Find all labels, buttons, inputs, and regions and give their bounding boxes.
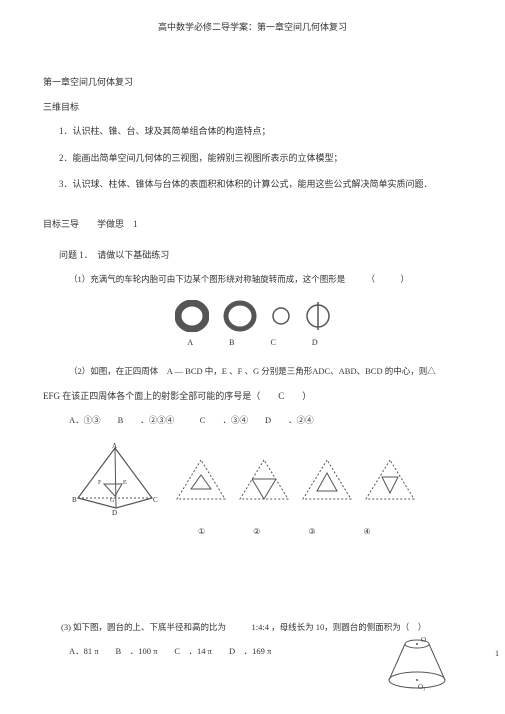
label-3: ③ (308, 527, 315, 536)
triangle-3-icon (299, 455, 355, 505)
svg-text:F: F (98, 480, 102, 486)
question-3: (3) 如下图，圆台的上、下底半径和高的比为 1:4:4 ，母线长为 10，则圆… (61, 621, 462, 633)
tire-icon-c (271, 300, 291, 332)
page-title: 高中数学必修二导学案：第一章空间几何体复习 (43, 20, 462, 33)
sandao-heading: 目标三导 学做思 1 (43, 217, 462, 230)
tire-figures (43, 300, 462, 332)
page-number: 1 (495, 649, 499, 658)
chapter-title: 第一章空间几何体复习 (43, 75, 462, 88)
tire-icon-b (223, 300, 257, 332)
tire-icon-d (305, 300, 331, 332)
triangle-labels: ① ② ③ ④ (198, 527, 462, 536)
triangle-2-icon (236, 455, 292, 505)
goals-heading: 三维目标 (43, 100, 462, 113)
tetrahedron-figure: A B C D F E G (68, 442, 163, 517)
label-a: A (187, 338, 193, 347)
tire-labels: A B C D (43, 338, 462, 347)
frustum-figure: O O₁ (384, 634, 450, 694)
label-b: B (229, 338, 234, 347)
svg-text:C: C (153, 496, 158, 504)
q2-options: A．①③ B ．②③④ C ．③④ D ．②④ (69, 414, 462, 426)
svg-text:O: O (421, 636, 426, 644)
goal-1: 1．认识柱、锥、台、球及其简单组合体的构造特点； (59, 125, 462, 138)
label-d: D (312, 338, 318, 347)
svg-text:A: A (112, 442, 117, 450)
svg-text:G: G (110, 498, 115, 504)
diagram-row: A B C D F E G (68, 442, 462, 517)
svg-text:D: D (112, 509, 117, 517)
svg-text:O₁: O₁ (418, 683, 426, 691)
svg-text:B: B (72, 496, 77, 504)
label-1: ① (198, 527, 205, 536)
question-1-1: （1）充满气的车轮内胎可由下边某个图形绕对称轴旋转而成，这个图形是 （ ） (69, 273, 462, 286)
question-1-head: 问题 1． 请做以下基础练习 (59, 248, 462, 261)
tire-icon-a (175, 300, 209, 332)
goal-3: 3．认识球、柱体、锥体与台体的表面积和体积的计算公式，能用这些公式解决简单实质问… (59, 178, 462, 191)
triangle-options (173, 455, 418, 505)
label-4: ④ (364, 527, 371, 536)
question-1-2b: EFG 在该正四周体各个面上的射影全部可能的序号是（ C ） (43, 389, 462, 402)
svg-text:E: E (123, 480, 127, 486)
label-c: C (271, 338, 276, 347)
label-2: ② (253, 527, 260, 536)
triangle-4-icon (362, 455, 418, 505)
goal-2: 2．能画出简单空间几何体的三视图，能辨别三视图所表示的立体模型； (59, 152, 462, 165)
triangle-1-icon (173, 455, 229, 505)
question-1-2a: （2）如图，在正四周体 A — BCD 中，E 、F 、G 分别是三角形ADC、… (69, 365, 462, 378)
